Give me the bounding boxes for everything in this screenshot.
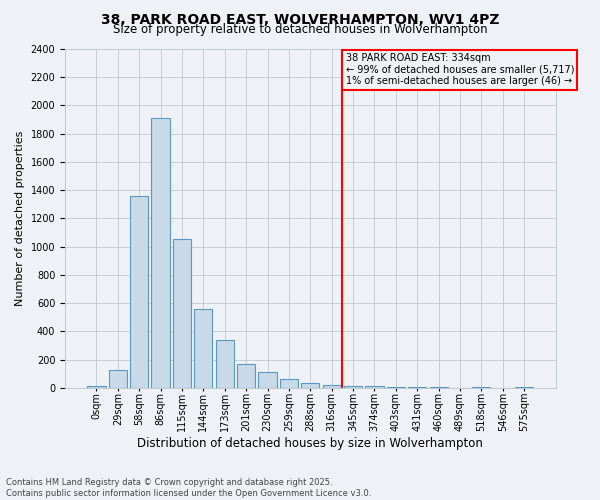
Bar [194, 308, 212, 388]
Bar [88, 386, 106, 388]
Bar [387, 387, 405, 388]
Bar [259, 372, 277, 388]
Bar [109, 370, 127, 388]
Bar [280, 380, 298, 388]
Bar [515, 387, 533, 388]
Bar [365, 386, 383, 388]
Bar [215, 340, 234, 388]
Text: Size of property relative to detached houses in Wolverhampton: Size of property relative to detached ho… [113, 22, 487, 36]
Y-axis label: Number of detached properties: Number of detached properties [15, 130, 25, 306]
Bar [237, 364, 255, 388]
Bar [173, 239, 191, 388]
Bar [472, 387, 490, 388]
Bar [151, 118, 170, 388]
Bar [323, 385, 341, 388]
Bar [130, 196, 148, 388]
Text: 38, PARK ROAD EAST, WOLVERHAMPTON, WV1 4PZ: 38, PARK ROAD EAST, WOLVERHAMPTON, WV1 4… [101, 12, 499, 26]
Text: Contains HM Land Registry data © Crown copyright and database right 2025.
Contai: Contains HM Land Registry data © Crown c… [6, 478, 371, 498]
Bar [344, 386, 362, 388]
X-axis label: Distribution of detached houses by size in Wolverhampton: Distribution of detached houses by size … [137, 437, 483, 450]
Text: 38 PARK ROAD EAST: 334sqm
← 99% of detached houses are smaller (5,717)
1% of sem: 38 PARK ROAD EAST: 334sqm ← 99% of detac… [346, 53, 574, 86]
Bar [301, 383, 319, 388]
